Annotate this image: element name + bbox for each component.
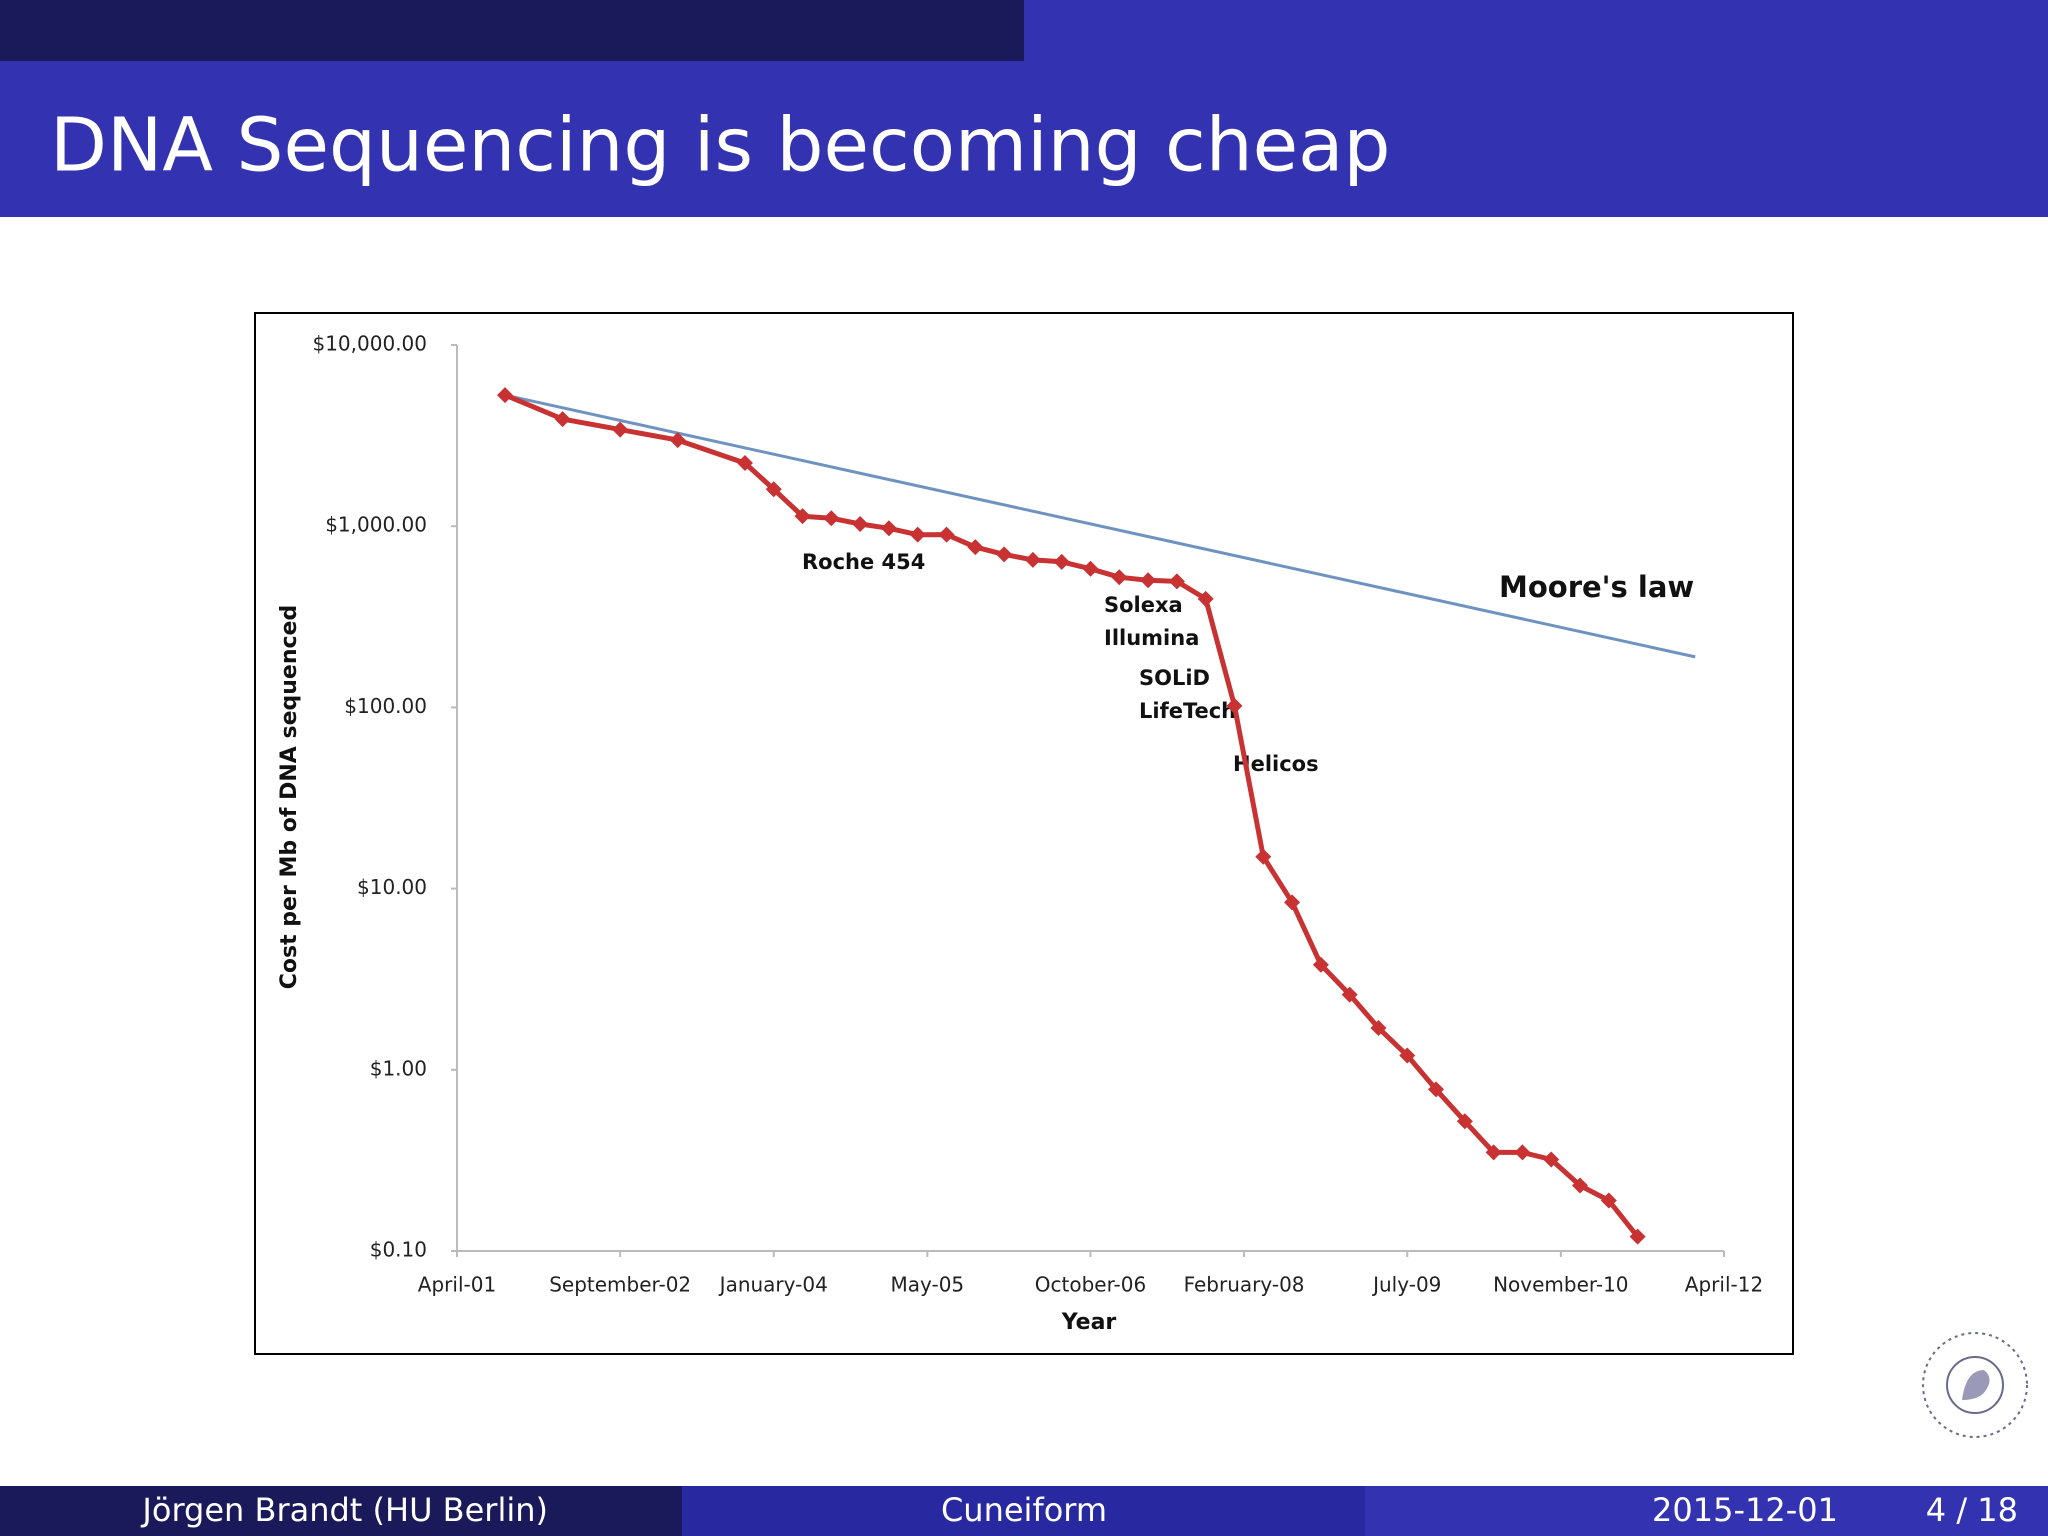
data-point <box>1370 1020 1387 1037</box>
data-point <box>669 432 686 449</box>
data-point <box>909 526 926 543</box>
x-tick-label: February-08 <box>1184 1273 1305 1297</box>
x-tick-label: September-02 <box>549 1273 691 1297</box>
footer-center <box>682 1486 1365 1536</box>
data-point <box>794 508 811 525</box>
y-tick-label: $10.00 <box>357 875 427 899</box>
footer-left <box>0 1486 682 1536</box>
footer-right <box>1365 1486 2048 1536</box>
y-tick-label: $1,000.00 <box>325 513 427 537</box>
data-point <box>1082 560 1099 577</box>
x-tick-label: April-12 <box>1685 1273 1763 1297</box>
data-point <box>1284 894 1301 911</box>
x-tick-label: April-01 <box>418 1273 496 1297</box>
data-point <box>967 539 984 556</box>
chart: Roche 454 Solexa Illumina SOLiD LifeTech… <box>277 332 1763 1336</box>
annotation: Solexa <box>1104 593 1183 617</box>
data-point <box>1024 551 1041 568</box>
data-point <box>880 520 897 537</box>
chart-frame <box>254 312 1794 1355</box>
data-point <box>496 387 513 404</box>
data-point <box>996 546 1013 563</box>
data-point <box>823 510 840 527</box>
footer-date: 2015-12-01 <box>1652 1491 1838 1529</box>
data-point <box>1140 572 1157 589</box>
data-point <box>1629 1228 1646 1245</box>
data-point <box>938 526 955 543</box>
data-point <box>1341 986 1358 1003</box>
footer-topic: Cuneiform <box>941 1491 1107 1529</box>
y-tick-label: $10,000.00 <box>312 332 427 356</box>
annotation: SOLiD <box>1139 666 1210 690</box>
y-axis-label: Cost per Mb of DNA sequenced <box>277 605 302 989</box>
series-line <box>504 393 1696 659</box>
data-point <box>1485 1144 1502 1161</box>
data-point <box>1255 848 1272 865</box>
data-point <box>1572 1177 1589 1194</box>
x-tick-label: July-09 <box>1371 1273 1441 1297</box>
top-bar <box>0 0 1024 61</box>
data-point <box>1111 569 1128 586</box>
data-point <box>852 515 869 532</box>
data-point <box>1226 697 1243 714</box>
x-axis-label: Year <box>1061 1310 1117 1335</box>
annotation: Illumina <box>1104 626 1199 650</box>
data-point <box>1428 1081 1445 1098</box>
data-point <box>1600 1192 1617 1209</box>
data-point <box>554 411 571 428</box>
data-point <box>612 421 629 438</box>
footer-author: Jörgen Brandt (HU Berlin) <box>140 1491 548 1529</box>
series-line <box>504 392 1640 1239</box>
y-tick-label: $0.10 <box>370 1238 427 1262</box>
series-label: Moore's law <box>1499 570 1694 604</box>
slide-title: DNA Sequencing is becoming cheap <box>50 103 1391 189</box>
data-point <box>1168 573 1185 590</box>
x-tick-label: January-04 <box>718 1273 828 1297</box>
y-tick-label: $100.00 <box>344 694 427 718</box>
logo <box>1922 1332 2028 1438</box>
annotation: Roche 454 <box>802 550 925 574</box>
x-tick-label: November-10 <box>1493 1273 1628 1297</box>
data-point <box>1399 1047 1416 1064</box>
x-tick-label: May-05 <box>890 1273 964 1297</box>
data-point <box>1312 956 1329 973</box>
y-tick-label: $1.00 <box>370 1056 427 1080</box>
data-point <box>1456 1113 1473 1130</box>
footer-page: 4 / 18 <box>1926 1491 2018 1529</box>
x-tick-label: October-06 <box>1035 1273 1146 1297</box>
data-point <box>1514 1144 1531 1161</box>
data-point <box>736 455 753 472</box>
data-point <box>1053 553 1070 570</box>
annotation: LifeTech <box>1139 699 1236 723</box>
data-point <box>765 481 782 498</box>
data-point <box>1543 1151 1560 1168</box>
data-point <box>1197 590 1214 607</box>
